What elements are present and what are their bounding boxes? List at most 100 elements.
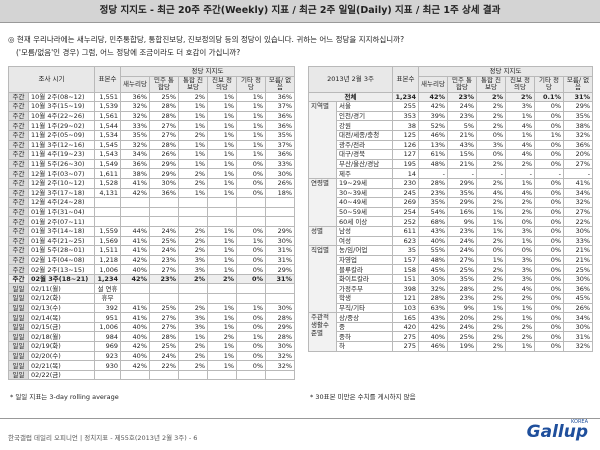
cell-value: 30%	[563, 273, 594, 285]
row-n: 398	[392, 283, 420, 295]
cell-value: 0%	[236, 341, 266, 352]
cell-value: 1%	[207, 254, 237, 266]
cell-value: -	[476, 168, 507, 179]
cell-value: 2%	[476, 197, 507, 208]
detail-table: 2013년 2월 3주 표본수 정당 지지도 새누리당 민주 통합당 통합 진보당 진보 정…	[307, 66, 594, 352]
cell-value: 26%	[563, 302, 594, 314]
row-kind: 주간	[8, 168, 29, 179]
cell-value: 9%	[447, 216, 478, 227]
cell-value: 41%	[120, 245, 150, 256]
cell-value: 35%	[264, 129, 296, 141]
row-name: 블루칼라	[335, 264, 394, 275]
header-party: 기타 정당	[236, 75, 266, 93]
table-row: 직업별 농/임/어업 35 55% 24% 0% 0% 0% 21%	[308, 245, 594, 314]
cell-value: 1%	[207, 350, 237, 362]
row-period: 02/21(목)	[28, 360, 95, 371]
cell-value	[120, 216, 150, 227]
cell-value: 23%	[149, 254, 179, 266]
cell-value: 23%	[149, 273, 179, 285]
cell-value: 27%	[149, 321, 179, 333]
row-name: 19~29세	[335, 177, 394, 189]
cell-value: 23%	[447, 110, 478, 122]
row-n	[94, 197, 121, 208]
cell-value	[149, 369, 179, 381]
cell-value: 16%	[447, 206, 478, 218]
table-row: 주간 02월 3주(18~21) 1,234 42% 23% 2% 2% 0% 31%	[8, 273, 296, 285]
row-name: 광주/전라	[335, 139, 394, 151]
table-row: 화이트칼라 151 30% 35% 2% 3% 0% 30%	[309, 273, 594, 285]
row-kind: 주간	[8, 129, 29, 141]
row-note: 설 연휴	[94, 283, 121, 295]
cell-value: 1%	[178, 110, 208, 122]
cell-value: 0%	[534, 110, 565, 122]
cell-value: 30%	[563, 225, 594, 237]
cell-value: 1%	[505, 302, 536, 314]
cell-value: 2%	[178, 235, 208, 247]
table-row: 대전/세종/충청 125 46% 21% 0% 1% 1% 32%	[309, 129, 594, 141]
cell-value: 20%	[447, 312, 478, 323]
row-kind: 주간	[8, 197, 29, 208]
cell-value: 3%	[476, 139, 507, 151]
cell-value: 2%	[505, 321, 536, 333]
cell-value: 30%	[418, 273, 449, 285]
cell-value: 3%	[505, 101, 536, 112]
cell-value: 32%	[563, 197, 594, 208]
cell-value: 22%	[563, 216, 594, 227]
cell-value: 3%	[178, 321, 208, 333]
table-row: 일일 02/13(수) 392 41% 25% 2% 1% 1% 30%	[8, 302, 296, 314]
cell-value: 21%	[563, 245, 594, 256]
cell-value	[207, 293, 237, 304]
row-n: 623	[392, 235, 420, 247]
row-kind: 주간	[8, 245, 29, 256]
cell-value: 27%	[149, 129, 179, 141]
cell-value	[207, 197, 237, 208]
cell-value: 28%	[418, 293, 449, 304]
row-name: 여성	[335, 235, 394, 247]
footer-rule	[0, 418, 600, 419]
row-n: 969	[94, 341, 121, 352]
cell-value: 2%	[178, 129, 208, 141]
table-row: 주간 10월 4주(22~26) 1,561 32% 28% 1% 1% 1% 36%	[8, 110, 296, 122]
cell-value: 0%	[534, 264, 565, 275]
row-name: 무직/기타	[335, 302, 394, 314]
cell-value: 1%	[476, 254, 507, 266]
header-party: 새누리당	[120, 75, 150, 93]
cell-value	[178, 216, 208, 227]
cell-value: 40%	[418, 235, 449, 247]
row-n: 103	[392, 302, 420, 314]
cell-value: 2%	[476, 273, 507, 285]
header-party: 새누리당	[418, 75, 449, 93]
cell-value: 1%	[207, 302, 237, 314]
table-row: 주간 12월 3주(17~18) 4,131 42% 36% 1% 1% 0% 18%	[8, 187, 296, 199]
cell-value: 2%	[476, 293, 507, 304]
header-n: 표본수	[94, 66, 121, 93]
cell-value: 28%	[149, 331, 179, 343]
table-row: 여성 623 40% 24% 2% 1% 0% 33%	[309, 235, 594, 247]
cell-value: 2%	[476, 101, 507, 112]
cell-value: 28%	[264, 312, 296, 323]
cell-value: 2%	[178, 273, 208, 285]
cell-value: 1%	[236, 110, 266, 122]
cell-value: 2%	[178, 360, 208, 371]
row-name: 제주	[335, 168, 394, 179]
header-row: 새누리당 민주 통합당 통합 진보당 진보 정의당 기타 정당 모름/ 없음	[309, 75, 594, 93]
row-n: 254	[392, 206, 420, 218]
row-n: 1,544	[94, 120, 121, 131]
cell-value: 2%	[207, 273, 237, 285]
cell-value: 31%	[563, 91, 594, 103]
cell-value: 36%	[264, 110, 296, 122]
title: 정당 지지도 - 최근 20주 주간(Weekly) 지표 / 최근 2주 일일…	[0, 0, 600, 23]
cell-value: 1%	[178, 101, 208, 112]
cell-value: 36%	[264, 120, 296, 131]
row-period: 02/14(목)	[28, 312, 95, 323]
cell-value: 29%	[264, 321, 296, 333]
cell-value: 0%	[236, 254, 266, 266]
header-party: 통합 진보당	[476, 75, 507, 93]
cell-value: 30%	[149, 177, 179, 189]
cell-value: 40%	[120, 264, 150, 275]
cell-value: 41%	[120, 302, 150, 314]
cell-value: 1%	[236, 129, 266, 141]
cell-value: 36%	[120, 91, 150, 103]
row-period: 10월 3주(15~19)	[28, 101, 95, 112]
header-row: 새누리당 민주 통합당 통합 진보당 진보 정의당 기타 정당 모름/ 없음	[9, 75, 296, 93]
